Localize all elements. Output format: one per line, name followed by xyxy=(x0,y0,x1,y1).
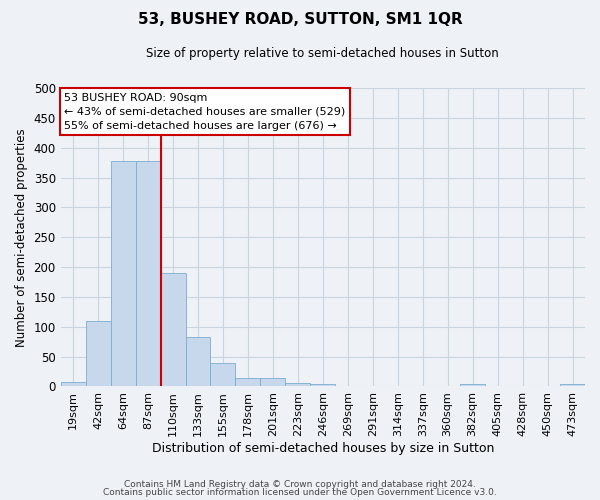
Bar xyxy=(185,337,211,386)
Bar xyxy=(110,161,136,386)
Bar xyxy=(61,382,86,386)
Bar xyxy=(460,384,485,386)
Bar xyxy=(211,362,235,386)
Bar xyxy=(310,384,335,386)
Y-axis label: Number of semi-detached properties: Number of semi-detached properties xyxy=(15,128,28,346)
X-axis label: Distribution of semi-detached houses by size in Sutton: Distribution of semi-detached houses by … xyxy=(152,442,494,455)
Bar xyxy=(86,321,110,386)
Text: Contains HM Land Registry data © Crown copyright and database right 2024.: Contains HM Land Registry data © Crown c… xyxy=(124,480,476,489)
Bar xyxy=(136,161,161,386)
Text: Contains public sector information licensed under the Open Government Licence v3: Contains public sector information licen… xyxy=(103,488,497,497)
Title: Size of property relative to semi-detached houses in Sutton: Size of property relative to semi-detach… xyxy=(146,48,499,60)
Bar xyxy=(161,273,185,386)
Bar xyxy=(260,378,286,386)
Text: 53, BUSHEY ROAD, SUTTON, SM1 1QR: 53, BUSHEY ROAD, SUTTON, SM1 1QR xyxy=(137,12,463,28)
Text: 53 BUSHEY ROAD: 90sqm
← 43% of semi-detached houses are smaller (529)
55% of sem: 53 BUSHEY ROAD: 90sqm ← 43% of semi-deta… xyxy=(64,93,346,131)
Bar xyxy=(235,378,260,386)
Bar xyxy=(286,384,310,386)
Bar xyxy=(560,384,585,386)
